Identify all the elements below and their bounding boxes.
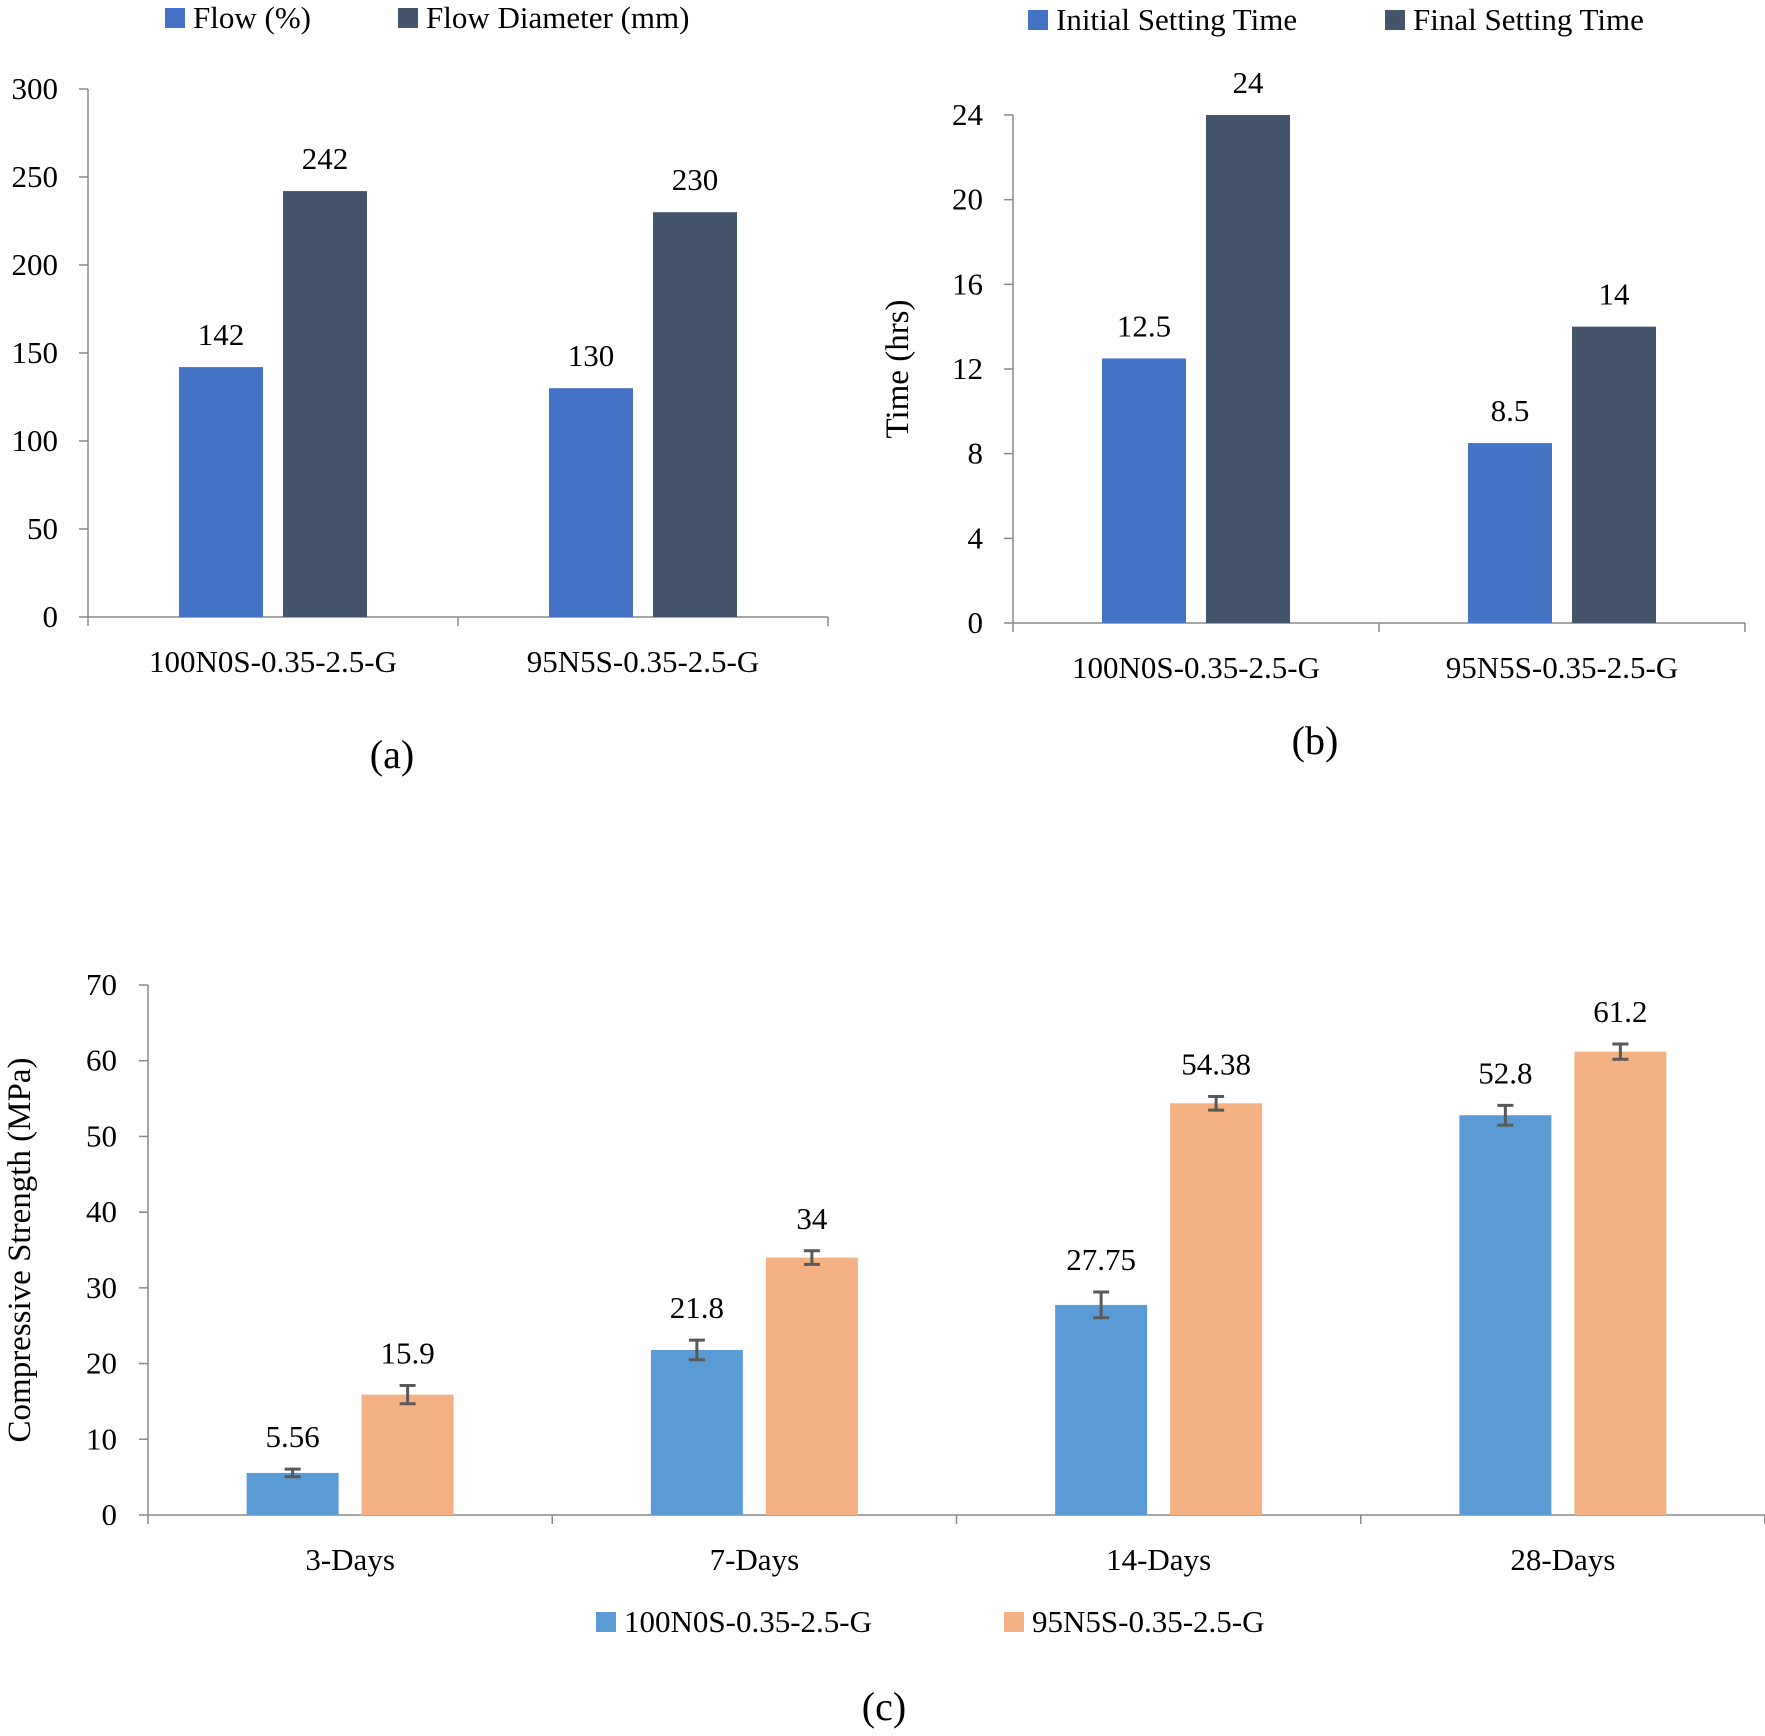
x-category-label: 28-Days <box>1510 1542 1615 1577</box>
bar <box>1055 1304 1148 1515</box>
bar <box>549 388 633 617</box>
y-tick-label: 300 <box>12 71 59 106</box>
data-label: 142 <box>198 317 245 352</box>
x-category-label: 100N0S-0.35-2.5-G <box>149 644 397 679</box>
data-label: 27.75 <box>1066 1242 1136 1277</box>
data-label: 242 <box>302 141 349 176</box>
data-label: 12.5 <box>1117 308 1171 343</box>
data-label: 52.8 <box>1478 1055 1532 1090</box>
y-tick-label: 30 <box>86 1270 117 1305</box>
bar <box>1206 115 1290 623</box>
y-tick-label: 250 <box>12 159 59 194</box>
legend-swatch <box>1004 1612 1024 1632</box>
legend-label: Flow Diameter (mm) <box>426 0 689 35</box>
chart-panel-b: 0 4 8 12 16 20 24 100N0S-0.35-2.5-G 12.5 24 95N5S-… <box>880 2 1746 763</box>
data-label: 230 <box>672 162 719 197</box>
legend-label: Flow (%) <box>193 0 311 35</box>
y-tick-label: 100 <box>12 423 59 458</box>
y-tick-label: 40 <box>86 1194 117 1229</box>
legend-swatch <box>398 8 418 28</box>
bar <box>1572 326 1656 623</box>
y-tick-label: 4 <box>968 520 984 555</box>
legend-label: 95N5S-0.35-2.5-G <box>1032 1604 1265 1639</box>
bar <box>653 212 737 617</box>
bar <box>1102 358 1186 623</box>
chart-panel-c: 0 10 20 30 40 50 60 70 3-Days 5.56 15.9 7-Days 21.8 3… <box>2 967 1765 1729</box>
data-label: 14 <box>1599 277 1631 312</box>
x-category-label: 100N0S-0.35-2.5-G <box>1072 650 1320 685</box>
bar <box>246 1472 339 1515</box>
y-tick-label: 0 <box>102 1497 118 1532</box>
bar <box>650 1349 743 1515</box>
y-tick-label: 8 <box>968 436 984 471</box>
x-category-label: 95N5S-0.35-2.5-G <box>527 644 760 679</box>
bar <box>1574 1051 1667 1515</box>
x-category-label: 3-Days <box>305 1542 395 1577</box>
y-tick-label: 0 <box>43 599 59 634</box>
data-label: 5.56 <box>266 1419 320 1454</box>
bar <box>179 367 263 617</box>
panel-label: (b) <box>1292 718 1339 763</box>
legend-swatch <box>1028 10 1048 30</box>
y-tick-label: 150 <box>12 335 59 370</box>
bar <box>1459 1115 1552 1515</box>
y-tick-label: 24 <box>952 97 984 132</box>
legend-swatch <box>1385 10 1405 30</box>
bar <box>361 1394 454 1515</box>
data-label: 8.5 <box>1491 393 1530 428</box>
y-tick-label: 70 <box>86 967 117 1002</box>
x-category-label: 95N5S-0.35-2.5-G <box>1446 650 1679 685</box>
y-tick-label: 16 <box>952 266 983 301</box>
bar <box>1468 443 1552 623</box>
data-label: 54.38 <box>1181 1046 1251 1081</box>
bar <box>1170 1103 1263 1515</box>
legend-label: 100N0S-0.35-2.5-G <box>624 1604 872 1639</box>
data-label: 21.8 <box>670 1290 724 1325</box>
data-label: 15.9 <box>381 1336 435 1371</box>
data-label: 61.2 <box>1593 994 1647 1029</box>
y-tick-label: 0 <box>968 605 984 640</box>
y-tick-label: 60 <box>86 1043 117 1078</box>
y-tick-label: 10 <box>86 1421 117 1456</box>
x-category-label: 7-Days <box>710 1542 800 1577</box>
y-tick-label: 50 <box>27 511 58 546</box>
y-tick-label: 50 <box>86 1118 117 1153</box>
y-tick-label: 12 <box>952 351 983 386</box>
y-axis-title: Time (hrs) <box>880 299 916 438</box>
bar <box>765 1257 858 1515</box>
chart-panel-a: 0 50 100 150 200 250 300 100N0S-0.35-2.5-G 142 24… <box>12 0 829 777</box>
y-tick-label: 20 <box>86 1346 117 1381</box>
y-tick-label: 20 <box>952 182 983 217</box>
y-tick-label: 200 <box>12 247 59 282</box>
legend-label: Final Setting Time <box>1413 2 1644 37</box>
x-category-label: 14-Days <box>1106 1542 1211 1577</box>
panel-label: (c) <box>862 1684 906 1729</box>
legend-swatch <box>596 1612 616 1632</box>
data-label: 24 <box>1233 65 1265 100</box>
data-label: 34 <box>796 1201 828 1236</box>
data-label: 130 <box>568 338 615 373</box>
legend-label: Initial Setting Time <box>1056 2 1297 37</box>
panel-label: (a) <box>370 732 414 777</box>
bar <box>283 191 367 617</box>
legend-swatch <box>165 8 185 28</box>
y-axis-title: Compressive Strength (MPa) <box>2 1058 38 1443</box>
